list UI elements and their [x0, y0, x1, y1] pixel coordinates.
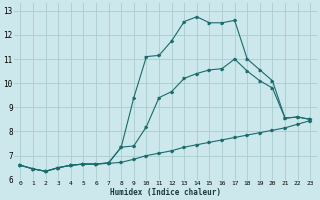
X-axis label: Humidex (Indice chaleur): Humidex (Indice chaleur) [110, 188, 221, 197]
